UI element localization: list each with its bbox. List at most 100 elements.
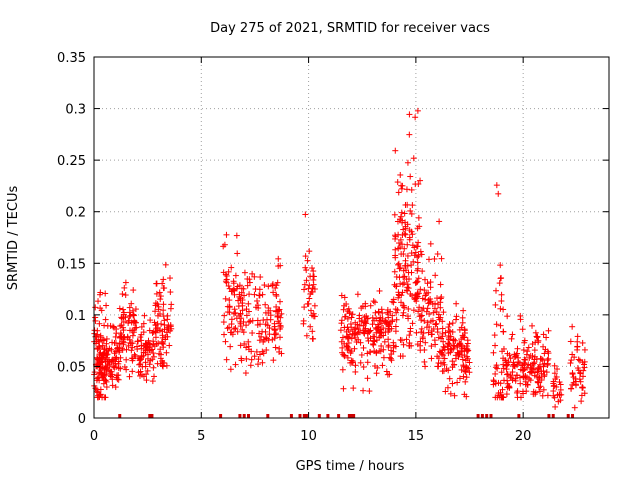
data-point bbox=[540, 363, 547, 370]
data-point bbox=[415, 214, 422, 221]
data-point bbox=[409, 320, 416, 327]
data-point bbox=[143, 377, 150, 384]
data-point bbox=[430, 309, 437, 316]
data-point bbox=[497, 389, 504, 396]
data-point bbox=[460, 363, 467, 370]
y-axis-label: SRMTID / TECUs bbox=[6, 186, 21, 291]
data-point bbox=[340, 351, 347, 358]
data-point bbox=[354, 291, 361, 298]
data-point bbox=[344, 335, 351, 342]
data-point bbox=[102, 394, 109, 401]
data-point bbox=[120, 306, 127, 313]
y-tick-label: 0.15 bbox=[57, 257, 86, 272]
data-point bbox=[371, 317, 378, 324]
data-point bbox=[339, 334, 346, 341]
data-point bbox=[414, 107, 421, 114]
data-point bbox=[458, 366, 465, 373]
data-point bbox=[157, 293, 164, 300]
data-point bbox=[161, 317, 168, 324]
data-point bbox=[131, 351, 138, 358]
data-point bbox=[104, 360, 111, 367]
data-point bbox=[135, 369, 142, 376]
data-point bbox=[112, 384, 119, 391]
data-point bbox=[500, 365, 507, 372]
data-point bbox=[140, 320, 147, 327]
data-point bbox=[270, 357, 277, 364]
data-point bbox=[107, 368, 114, 375]
data-point bbox=[271, 327, 278, 334]
data-point bbox=[406, 234, 413, 241]
data-point bbox=[393, 283, 400, 290]
data-point bbox=[341, 340, 348, 347]
data-point bbox=[340, 306, 347, 313]
data-point bbox=[121, 284, 128, 291]
data-point bbox=[153, 280, 160, 287]
data-point bbox=[414, 265, 421, 272]
data-point bbox=[263, 335, 270, 342]
data-point bbox=[462, 357, 469, 364]
data-point bbox=[422, 296, 429, 303]
data-point bbox=[259, 359, 266, 366]
data-point bbox=[223, 279, 230, 286]
data-point bbox=[427, 240, 434, 247]
data-point bbox=[96, 364, 103, 371]
data-point bbox=[521, 339, 528, 346]
data-point bbox=[383, 368, 390, 375]
data-point bbox=[499, 386, 506, 393]
data-point bbox=[436, 218, 443, 225]
data-point bbox=[253, 348, 260, 355]
data-point bbox=[344, 354, 351, 361]
data-point bbox=[361, 319, 368, 326]
data-point bbox=[517, 380, 524, 387]
data-point bbox=[445, 324, 452, 331]
data-point bbox=[514, 388, 521, 395]
data-point bbox=[143, 340, 150, 347]
data-point bbox=[310, 335, 317, 342]
data-point bbox=[147, 347, 154, 354]
data-point bbox=[378, 342, 385, 349]
data-point bbox=[225, 268, 232, 275]
data-point bbox=[92, 385, 99, 392]
data-point bbox=[343, 328, 350, 335]
data-point bbox=[352, 362, 359, 369]
data-point bbox=[112, 333, 119, 340]
data-point bbox=[228, 329, 235, 336]
data-point bbox=[346, 310, 353, 317]
data-point bbox=[418, 251, 425, 258]
data-point bbox=[578, 398, 585, 405]
data-point bbox=[404, 262, 411, 269]
data-point bbox=[393, 316, 400, 323]
x-tick-label: 20 bbox=[515, 429, 532, 444]
data-point bbox=[227, 343, 234, 350]
data-point bbox=[273, 307, 280, 314]
data-point bbox=[342, 313, 349, 320]
data-point bbox=[405, 305, 412, 312]
data-point bbox=[345, 340, 352, 347]
data-point bbox=[581, 390, 588, 397]
data-point bbox=[340, 385, 347, 392]
data-point bbox=[552, 403, 559, 410]
data-point bbox=[384, 371, 391, 378]
data-point bbox=[535, 337, 542, 344]
data-point bbox=[500, 394, 507, 401]
data-point bbox=[113, 372, 120, 379]
data-point bbox=[369, 314, 376, 321]
data-point bbox=[94, 345, 101, 352]
data-point bbox=[271, 326, 278, 333]
data-point bbox=[390, 299, 397, 306]
data-point bbox=[258, 333, 265, 340]
data-point bbox=[375, 324, 382, 331]
data-point bbox=[157, 360, 164, 367]
data-point bbox=[435, 301, 442, 308]
data-point bbox=[221, 241, 228, 248]
data-point bbox=[413, 329, 420, 336]
data-point bbox=[512, 375, 519, 382]
data-point bbox=[581, 346, 588, 353]
data-point bbox=[509, 368, 516, 375]
data-point bbox=[109, 382, 116, 389]
data-point bbox=[237, 295, 244, 302]
data-point bbox=[129, 357, 136, 364]
data-point bbox=[405, 276, 412, 283]
data-point bbox=[550, 383, 557, 390]
data-point bbox=[495, 379, 502, 386]
